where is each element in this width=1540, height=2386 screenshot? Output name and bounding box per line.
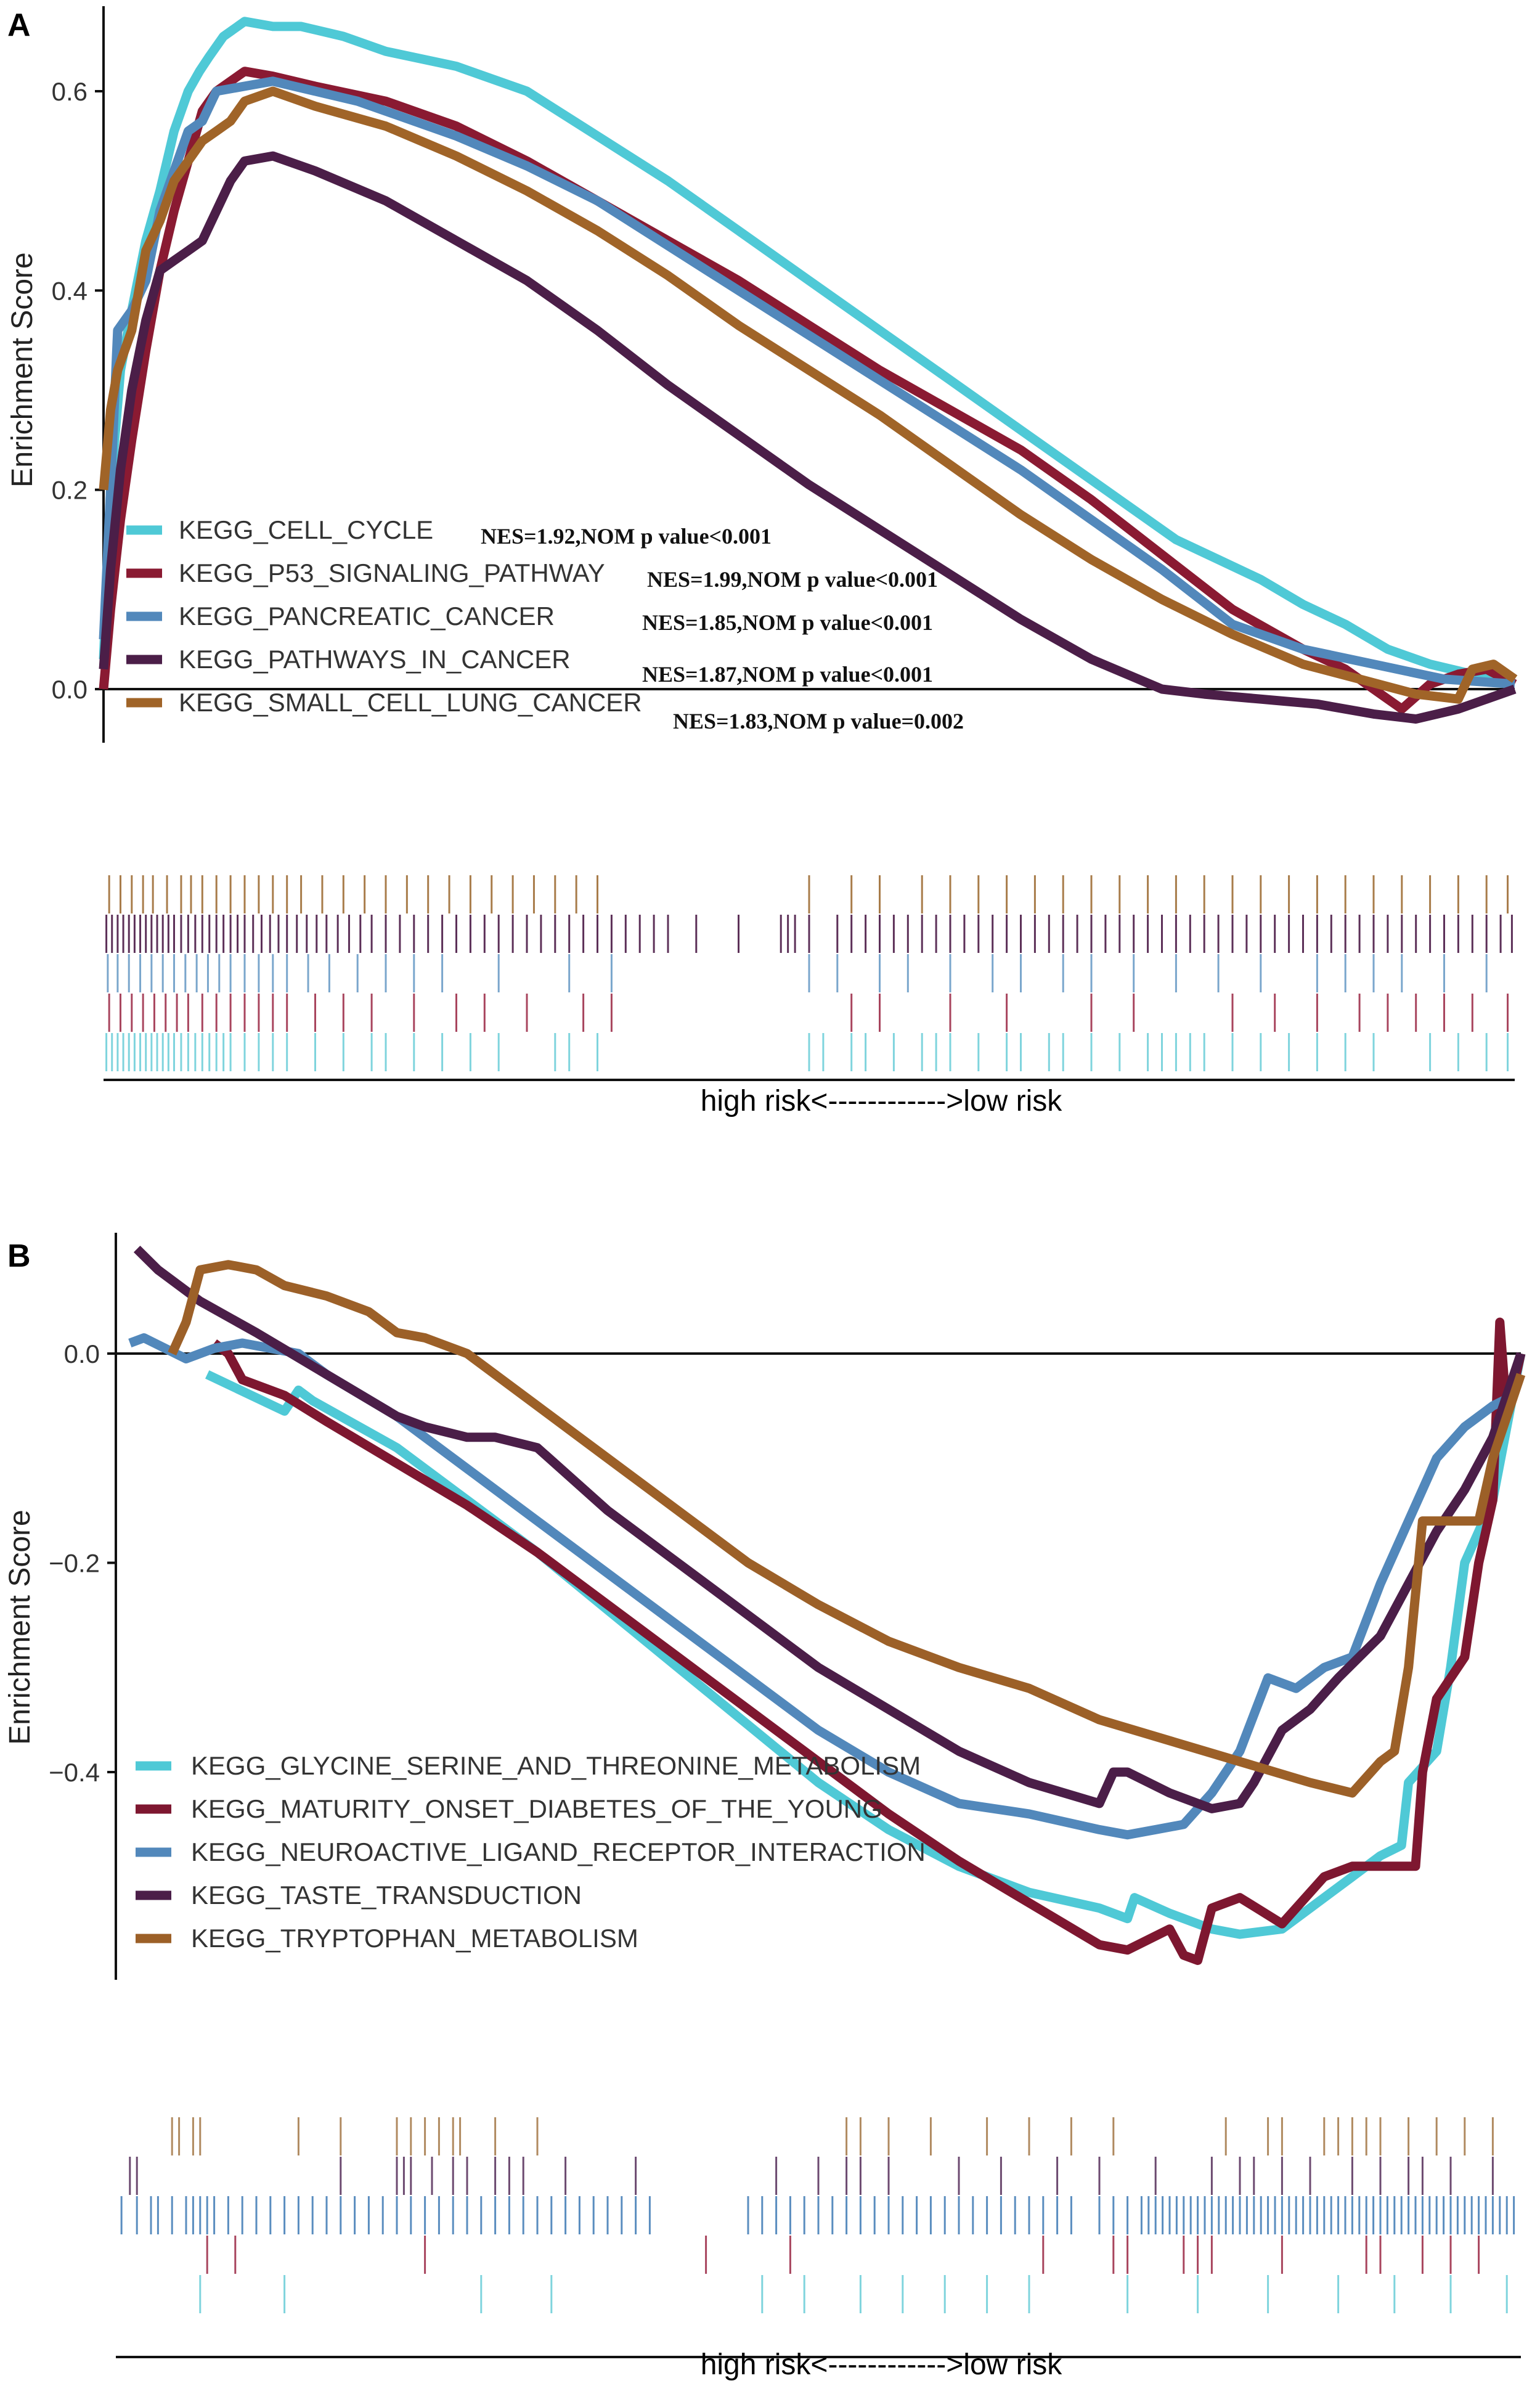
panel-a-y-axis-title: Enrichment Score: [6, 252, 39, 488]
y-tick-label: 0.6: [52, 77, 88, 106]
series-line: [168, 1260, 1526, 1798]
y-tick-label: −0.4: [49, 1758, 100, 1787]
panel-b-legend: KEGG_GLYCINE_SERINE_AND_THREONINE_METABO…: [136, 1751, 926, 1953]
panel-b-y-axis-title: Enrichment Score: [4, 1510, 36, 1745]
series-line: [133, 1245, 1526, 1813]
legend-label: KEGG_MATURITY_ONSET_DIABETES_OF_THE_YOUN…: [191, 1794, 882, 1823]
panel-a-label: A: [7, 7, 31, 43]
panel-a-legend: KEGG_CELL_CYCLE NES=1.92,NOM p value<0.00…: [126, 515, 964, 733]
panel-b-gene-hit-rug: [116, 2117, 1521, 2358]
panel-b-axes: 0.0 −0.2 −0.4: [49, 1233, 1521, 1980]
series-line: [99, 86, 1518, 704]
panel-a-gene-hit-rug: [104, 875, 1515, 1081]
legend-statistics: NES=1.83,NOM p value=0.002: [673, 709, 964, 733]
y-tick-label: 0.0: [64, 1339, 100, 1368]
legend-statistics: NES=1.92,NOM p value<0.001: [481, 524, 772, 549]
y-tick-label: 0.4: [52, 276, 88, 305]
y-tick-label: −0.2: [49, 1549, 100, 1578]
legend-statistics: NES=1.99,NOM p value<0.001: [647, 567, 938, 592]
legend-label: KEGG_TASTE_TRANSDUCTION: [191, 1881, 582, 1910]
y-tick-label: 0.2: [52, 476, 88, 505]
panel-a-series-lines: [99, 17, 1518, 724]
y-tick-label: 0.0: [52, 675, 88, 704]
legend-label: KEGG_SMALL_CELL_LUNG_CANCER: [179, 688, 642, 717]
legend-label: KEGG_PANCREATIC_CANCER: [179, 602, 555, 631]
legend-statistics: NES=1.85,NOM p value<0.001: [642, 610, 933, 635]
legend-label: KEGG_NEUROACTIVE_LIGAND_RECEPTOR_INTERAC…: [191, 1837, 926, 1866]
legend-label: KEGG_P53_SIGNALING_PATHWAY: [179, 558, 605, 587]
legend-label: KEGG_CELL_CYCLE: [179, 515, 433, 544]
legend-statistics: NES=1.87,NOM p value<0.001: [642, 662, 933, 687]
panel-b-rug-caption: high risk<------------>low risk: [701, 2348, 1063, 2381]
panel-a-rug-caption: high risk<------------>low risk: [701, 1085, 1063, 1117]
series-line: [99, 151, 1517, 724]
panel-a: A Enrichment Score 0.0 0.2 0.4 0.6 KEGG_CEL…: [6, 6, 1518, 1117]
legend-label: KEGG_PATHWAYS_IN_CANCER: [179, 645, 571, 674]
legend-label: KEGG_GLYCINE_SERINE_AND_THREONINE_METABO…: [191, 1751, 921, 1780]
series-line: [211, 1317, 1526, 1965]
panel-b-label: B: [7, 1238, 31, 1274]
legend-label: KEGG_TRYPTOPHAN_METABOLISM: [191, 1924, 638, 1953]
panel-b: B Enrichment Score 0.0 −0.2 −0.4 KEGG_GLYC…: [4, 1233, 1526, 2381]
series-line: [99, 17, 1516, 686]
panel-b-series-lines: [128, 1245, 1526, 1965]
